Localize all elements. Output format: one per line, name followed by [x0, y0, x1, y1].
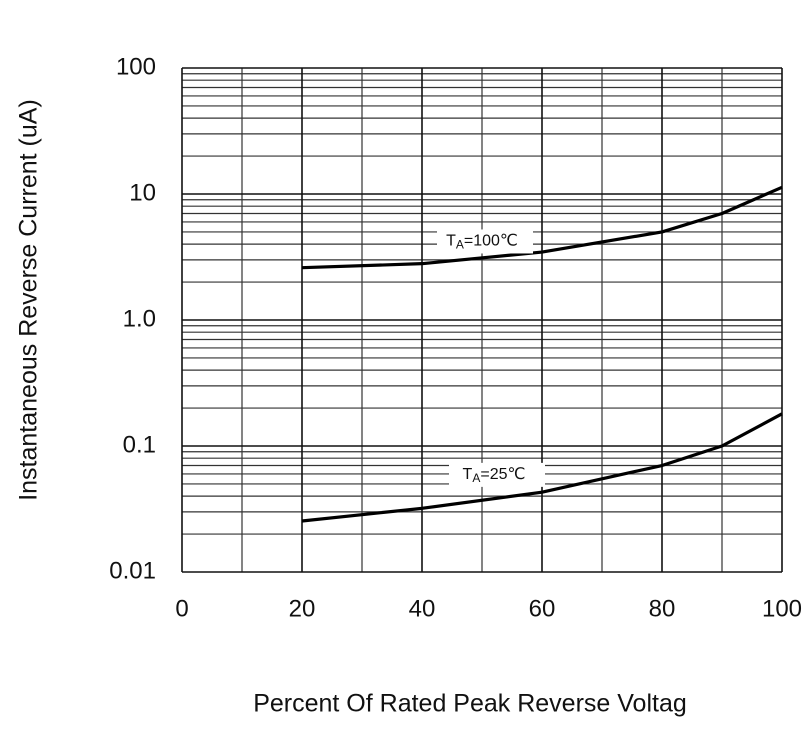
x-tick-label: 40 — [409, 595, 436, 622]
x-tick-label: 60 — [529, 595, 556, 622]
annotation: TA=100℃ — [446, 233, 518, 252]
x-tick-label: 100 — [762, 595, 802, 622]
x-tick-label: 80 — [649, 595, 676, 622]
y-tick-label: 0.01 — [109, 557, 156, 584]
y-tick-label: 0.1 — [123, 431, 156, 458]
y-axis-label: Instantaneous Reverse Current (uA) — [15, 99, 43, 501]
annotation-part: =25℃ — [480, 466, 525, 483]
x-axis-label: Percent Of Rated Peak Reverse Voltag — [253, 690, 687, 718]
annotation-part: A — [456, 238, 464, 252]
y-tick-label: 1.0 — [123, 305, 156, 332]
annotation-background — [437, 229, 533, 254]
y-tick-label: 100 — [116, 53, 156, 80]
annotation-background — [449, 462, 545, 487]
annotation-part: =100℃ — [464, 233, 518, 250]
annotation-part: T — [463, 466, 473, 483]
x-tick-label: 0 — [175, 595, 188, 622]
annotation: TA=25℃ — [463, 466, 526, 485]
annotation-part: A — [472, 471, 480, 485]
y-tick-label: 10 — [129, 179, 156, 206]
annotation-part: T — [446, 233, 456, 250]
x-tick-label: 20 — [289, 595, 316, 622]
line-series — [301, 185, 783, 270]
line-series — [301, 412, 783, 523]
